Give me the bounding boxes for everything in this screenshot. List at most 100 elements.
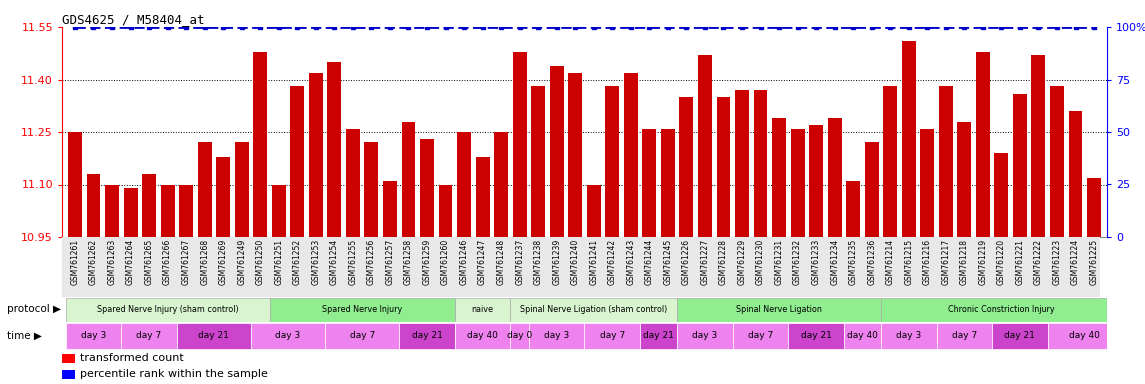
Text: day 21: day 21 [1004, 331, 1035, 341]
Bar [606, 86, 619, 237]
Text: GSM761249: GSM761249 [237, 239, 246, 285]
Bar [677, 298, 881, 321]
Text: Spared Nerve Injury: Spared Nerve Injury [322, 305, 402, 314]
Text: day 40: day 40 [1069, 331, 1100, 341]
Bar [992, 323, 1048, 349]
Bar [439, 184, 452, 237]
Bar [531, 86, 545, 237]
Text: GSM761224: GSM761224 [1071, 239, 1080, 285]
Text: GSM761247: GSM761247 [479, 239, 487, 285]
Text: Chronic Constriction Injury: Chronic Constriction Injury [948, 305, 1055, 314]
Bar [62, 354, 76, 363]
Text: GSM761263: GSM761263 [108, 239, 117, 285]
Text: GSM761220: GSM761220 [997, 239, 1006, 285]
Text: naive: naive [472, 305, 493, 314]
Bar [921, 129, 934, 237]
Text: GSM761267: GSM761267 [182, 239, 190, 285]
Bar [957, 121, 971, 237]
Bar [976, 51, 989, 237]
Bar [624, 73, 638, 237]
Text: GSM761231: GSM761231 [774, 239, 783, 285]
Text: day 7: day 7 [349, 331, 374, 341]
Text: GSM761244: GSM761244 [645, 239, 654, 285]
Text: GSM761252: GSM761252 [293, 239, 302, 285]
Text: GSM761258: GSM761258 [404, 239, 413, 285]
Text: GSM761243: GSM761243 [626, 239, 635, 285]
Bar [65, 298, 269, 321]
Bar [475, 157, 490, 237]
Text: GSM761268: GSM761268 [200, 239, 210, 285]
Text: GSM761217: GSM761217 [941, 239, 950, 285]
Bar [584, 323, 640, 349]
Text: GSM761223: GSM761223 [1052, 239, 1061, 285]
Text: day 3: day 3 [81, 331, 106, 341]
Bar [677, 323, 733, 349]
Text: time ▶: time ▶ [7, 331, 42, 341]
Bar [772, 118, 785, 237]
Text: day 7: day 7 [951, 331, 977, 341]
Bar [1087, 177, 1101, 237]
Bar [68, 132, 82, 237]
Bar [828, 118, 842, 237]
Bar [698, 55, 712, 237]
Bar [937, 323, 992, 349]
Bar [216, 157, 230, 237]
Text: GSM761260: GSM761260 [441, 239, 450, 285]
Text: GSM761257: GSM761257 [386, 239, 394, 285]
Bar [717, 97, 731, 237]
Bar [179, 184, 194, 237]
Text: day 0: day 0 [507, 331, 532, 341]
Text: GSM761225: GSM761225 [1090, 239, 1098, 285]
Bar [864, 142, 878, 237]
Text: GSM761222: GSM761222 [1034, 239, 1043, 285]
Bar [105, 184, 119, 237]
Bar [346, 129, 360, 237]
Bar [455, 298, 511, 321]
Text: GSM761234: GSM761234 [830, 239, 839, 285]
Bar [271, 184, 286, 237]
Text: GSM761248: GSM761248 [497, 239, 506, 285]
Text: GSM761215: GSM761215 [905, 239, 914, 285]
Text: transformed count: transformed count [80, 353, 184, 363]
Bar [810, 125, 823, 237]
Text: GSM761229: GSM761229 [737, 239, 747, 285]
Bar [881, 298, 1122, 321]
Bar [325, 323, 400, 349]
Text: day 3: day 3 [276, 331, 301, 341]
Text: GSM761218: GSM761218 [960, 239, 969, 285]
Text: GSM761259: GSM761259 [423, 239, 432, 285]
Text: GSM761266: GSM761266 [163, 239, 172, 285]
Bar [384, 181, 397, 237]
Bar [495, 132, 508, 237]
Text: GSM761235: GSM761235 [848, 239, 858, 285]
Bar [883, 86, 898, 237]
Text: GSM761246: GSM761246 [459, 239, 468, 285]
Text: Spinal Nerve Ligation: Spinal Nerve Ligation [736, 305, 822, 314]
Bar [455, 323, 511, 349]
Bar [735, 90, 749, 237]
Text: GSM761230: GSM761230 [756, 239, 765, 285]
Bar [550, 66, 563, 237]
Text: day 3: day 3 [544, 331, 569, 341]
Text: GSM761264: GSM761264 [126, 239, 135, 285]
Bar [939, 86, 953, 237]
Bar [679, 97, 694, 237]
Bar [269, 298, 455, 321]
Text: day 7: day 7 [748, 331, 773, 341]
Bar [844, 323, 881, 349]
Text: GSM761245: GSM761245 [663, 239, 672, 285]
Bar [1032, 55, 1045, 237]
Text: GSM761261: GSM761261 [71, 239, 79, 285]
Bar [420, 139, 434, 237]
Text: GSM761253: GSM761253 [311, 239, 321, 285]
Text: day 21: day 21 [643, 331, 674, 341]
Bar [791, 129, 805, 237]
Bar [995, 153, 1009, 237]
Text: GSM761254: GSM761254 [330, 239, 339, 285]
Bar [1068, 111, 1082, 237]
Text: day 21: day 21 [198, 331, 229, 341]
Bar [529, 323, 584, 349]
Bar [511, 323, 529, 349]
Text: day 40: day 40 [847, 331, 878, 341]
Text: GSM761228: GSM761228 [719, 239, 728, 285]
